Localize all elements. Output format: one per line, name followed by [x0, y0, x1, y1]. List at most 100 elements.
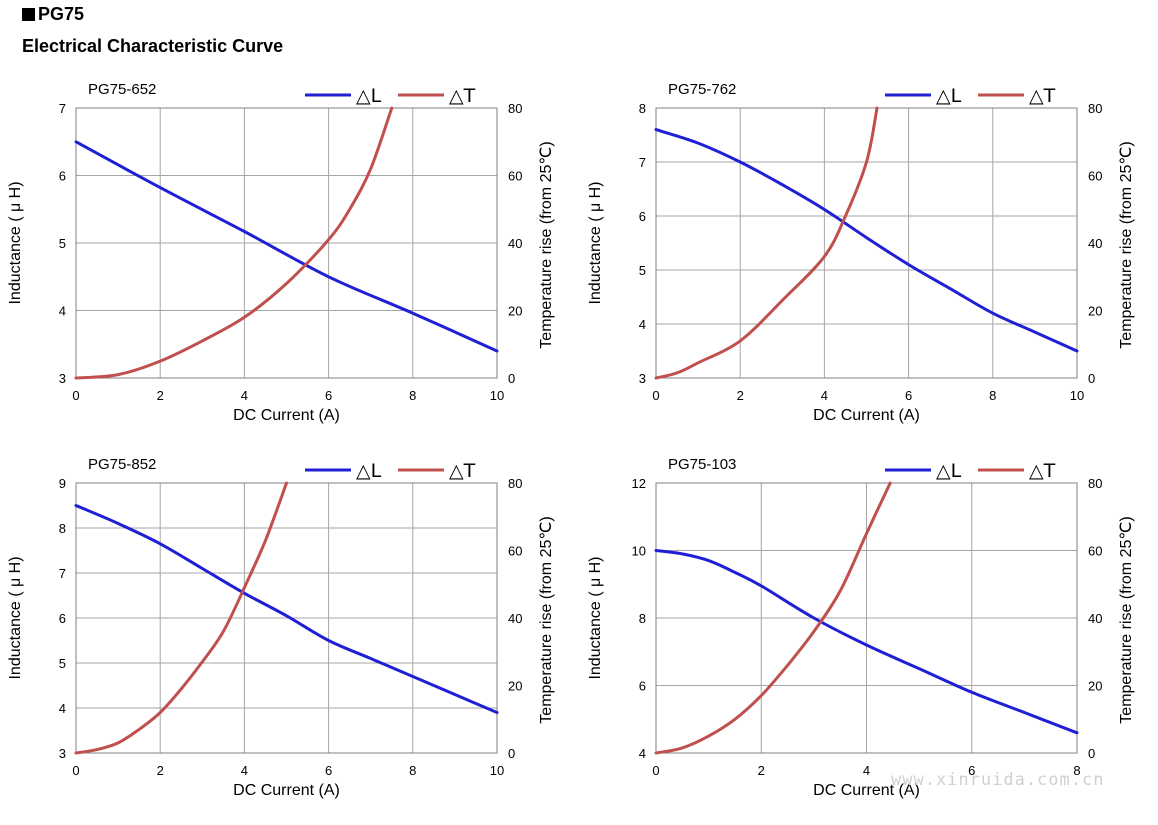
x-tick-label: 8 — [989, 388, 996, 403]
series-title-text: PG75 — [38, 4, 85, 24]
y2-tick-label: 80 — [508, 101, 522, 116]
x-axis-label: DC Current (A) — [813, 782, 920, 799]
y2-tick-label: 0 — [1088, 371, 1095, 386]
y-tick-label: 5 — [59, 236, 66, 251]
y-tick-label: 5 — [59, 656, 66, 671]
y-tick-label: 7 — [59, 101, 66, 116]
y-tick-label: 3 — [59, 371, 66, 386]
y-axis-label: Inductance ( μ H) — [7, 556, 24, 679]
y2-tick-label: 60 — [1088, 544, 1102, 559]
y2-tick-label: 80 — [1088, 476, 1102, 491]
y-axis-label: Inductance ( μ H) — [7, 181, 24, 304]
square-bullet-icon — [22, 8, 35, 21]
x-tick-label: 8 — [409, 763, 416, 778]
plot-frame — [655, 107, 1078, 379]
x-tick-label: 6 — [325, 763, 332, 778]
legend-label-temperature: △T — [1029, 460, 1056, 482]
y2-tick-label: 20 — [508, 304, 522, 319]
inductance-curve — [74, 504, 499, 714]
legend-label-temperature: △T — [1029, 85, 1056, 107]
y-tick-label: 7 — [59, 566, 66, 581]
legend-label-inductance: △L — [356, 85, 382, 107]
inductance-curve — [654, 128, 1079, 353]
y2-tick-label: 40 — [1088, 236, 1102, 251]
y2-tick-label: 0 — [508, 746, 515, 761]
x-axis-label: DC Current (A) — [813, 407, 920, 424]
x-tick-label: 6 — [325, 388, 332, 403]
y-tick-label: 8 — [59, 521, 66, 536]
y-tick-label: 3 — [59, 746, 66, 761]
y2-tick-label: 80 — [508, 476, 522, 491]
inductance-curve — [74, 140, 499, 353]
x-tick-label: 4 — [821, 388, 828, 403]
y-axis-label: Inductance ( μ H) — [587, 556, 604, 679]
y2-tick-label: 60 — [1088, 169, 1102, 184]
y2-axis-label: Temperature rise (from 25℃) — [538, 516, 555, 723]
y-tick-label: 9 — [59, 476, 66, 491]
watermark: www.xinruida.com.cn — [891, 770, 1105, 790]
chart-0: 0 2 4 6 8 10 3 4 5 6 7 0 20 40 60 80 DC Current (A) Induc… — [7, 81, 555, 424]
y2-axis-label: Temperature rise (from 25℃) — [1118, 141, 1135, 348]
temperature-rise-curve — [74, 106, 394, 380]
y2-tick-label: 20 — [1088, 304, 1102, 319]
x-tick-label: 6 — [968, 763, 975, 778]
y2-tick-label: 20 — [508, 679, 522, 694]
x-tick-label: 8 — [1073, 763, 1080, 778]
y2-tick-label: 0 — [508, 371, 515, 386]
y-tick-label: 6 — [59, 611, 66, 626]
x-tick-label: 2 — [157, 763, 164, 778]
y-tick-label: 5 — [639, 263, 646, 278]
legend-label-inductance: △L — [356, 460, 382, 482]
y-tick-label: 3 — [639, 371, 646, 386]
y-tick-label: 4 — [59, 701, 66, 716]
chart-title: PG75-103 — [668, 456, 736, 473]
x-tick-label: 4 — [863, 763, 870, 778]
x-tick-label: 10 — [490, 388, 504, 403]
x-tick-label: 0 — [72, 388, 79, 403]
y-tick-label: 4 — [59, 304, 66, 319]
chart-3: 0 2 4 6 8 4 6 8 10 12 0 20 40 60 80 DC Current (A) Induc… — [587, 456, 1135, 799]
series-title: PG75 — [22, 4, 84, 25]
y2-tick-label: 40 — [1088, 611, 1102, 626]
temperature-rise-curve — [74, 481, 288, 755]
y2-tick-label: 0 — [1088, 746, 1095, 761]
y-tick-label: 7 — [639, 155, 646, 170]
page-header: PG75 — [22, 4, 84, 25]
page-subtitle: Electrical Characteristic Curve — [22, 36, 284, 56]
temperature-rise-curve — [654, 481, 892, 755]
y-tick-label: 4 — [639, 317, 646, 332]
chart-title: PG75-762 — [668, 81, 736, 98]
y2-axis-label: Temperature rise (from 25℃) — [538, 141, 555, 348]
x-tick-label: 10 — [490, 763, 504, 778]
y2-tick-label: 40 — [508, 611, 522, 626]
legend-label-temperature: △T — [449, 460, 476, 482]
x-tick-label: 4 — [241, 763, 248, 778]
y-tick-label: 6 — [59, 169, 66, 184]
y-tick-label: 8 — [639, 611, 646, 626]
x-tick-label: 2 — [758, 763, 765, 778]
x-tick-label: 0 — [652, 388, 659, 403]
x-tick-label: 2 — [157, 388, 164, 403]
y2-tick-label: 60 — [508, 544, 522, 559]
y-tick-label: 6 — [639, 209, 646, 224]
y2-tick-label: 20 — [1088, 679, 1102, 694]
y2-tick-label: 80 — [1088, 101, 1102, 116]
chart-2: 0 2 4 6 8 10 3 4 5 6 7 8 9 0 20 40 60 80 DC Current (A) Ind… — [7, 456, 555, 799]
x-tick-label: 8 — [409, 388, 416, 403]
x-tick-label: 0 — [652, 763, 659, 778]
y2-tick-label: 40 — [508, 236, 522, 251]
legend-label-inductance: △L — [936, 85, 962, 107]
y-tick-label: 10 — [632, 544, 646, 559]
legend-label-inductance: △L — [936, 460, 962, 482]
inductance-curve — [654, 549, 1079, 735]
plot-frame — [75, 107, 498, 379]
x-tick-label: 6 — [905, 388, 912, 403]
y-tick-label: 8 — [639, 101, 646, 116]
y-tick-label: 4 — [639, 746, 646, 761]
y2-tick-label: 60 — [508, 169, 522, 184]
x-tick-label: 2 — [737, 388, 744, 403]
temperature-rise-curve — [654, 106, 879, 380]
y2-axis-label: Temperature rise (from 25℃) — [1118, 516, 1135, 723]
x-tick-label: 0 — [72, 763, 79, 778]
